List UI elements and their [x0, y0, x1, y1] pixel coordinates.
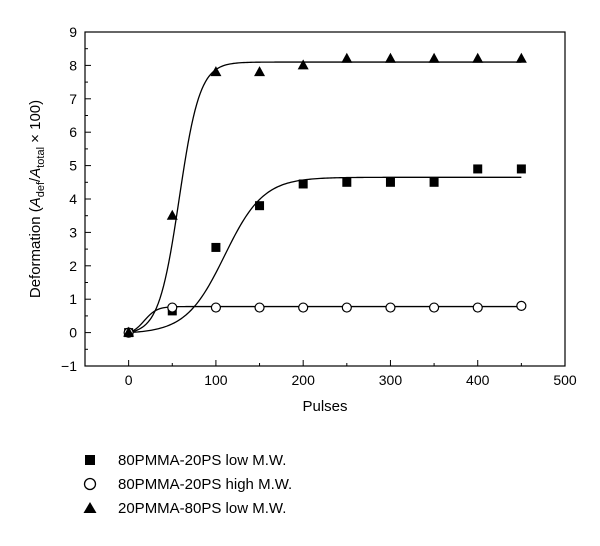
- triangle-marker-icon: [83, 502, 97, 513]
- data-point-series-3: [341, 52, 353, 63]
- y-tick-label: 2: [69, 258, 77, 274]
- y-tick-label: 8: [69, 57, 77, 73]
- y-tick-label: 4: [69, 191, 77, 207]
- y-axis-label: Deformation (Adef/Atotal × 100): [27, 100, 47, 298]
- data-point-series-3: [254, 66, 266, 77]
- data-point-series-2: [341, 302, 352, 313]
- data-point-series-2: [472, 302, 483, 313]
- x-tick-label: 200: [292, 372, 316, 388]
- circle-marker-icon: [83, 477, 97, 491]
- y-tick-label: 9: [69, 24, 77, 40]
- data-point-series-2: [210, 302, 222, 313]
- data-point-series-1: [385, 177, 395, 187]
- plot-frame: [84, 31, 566, 367]
- x-tick-label: 0: [125, 372, 133, 388]
- y-tick-label: 7: [69, 91, 77, 107]
- y-axis-label-denominator: A: [27, 168, 44, 179]
- y-tick-label: 3: [69, 224, 77, 240]
- data-point-series-1: [342, 177, 352, 187]
- fit-curves: [128, 61, 522, 334]
- legend-item-series-3: 20PMMA-80PS low M.W.: [70, 496, 292, 520]
- data-point-series-1: [429, 177, 439, 187]
- y-tick-label: 1: [69, 291, 77, 307]
- legend: 80PMMA-20PS low M.W. 80PMMA-20PS high M.…: [70, 448, 292, 520]
- data-point-series-2: [385, 302, 396, 313]
- legend-item-series-2: 80PMMA-20PS high M.W.: [70, 472, 292, 496]
- y-axis-label-numerator-sub: def: [35, 181, 47, 197]
- fit-curve-series-2: [128, 305, 522, 334]
- data-point-series-2: [298, 302, 309, 313]
- y-axis-label-numerator: A: [27, 197, 44, 208]
- legend-label-series-3: 20PMMA-80PS low M.W.: [118, 499, 287, 517]
- legend-label-series-1: 80PMMA-20PS low M.W.: [118, 451, 287, 469]
- data-point-series-2: [428, 302, 440, 313]
- data-point-series-2: [254, 302, 265, 313]
- data-point-series-3: [472, 52, 484, 63]
- y-tick-label: 5: [69, 158, 77, 174]
- data-point-series-2: [167, 302, 178, 313]
- data-points: [123, 52, 527, 338]
- data-point-series-3: [384, 52, 396, 63]
- legend-item-series-1: 80PMMA-20PS low M.W.: [70, 448, 292, 472]
- data-point-series-1: [298, 179, 308, 189]
- data-point-series-2: [516, 300, 527, 311]
- axis-ticks: 0 100 200 300 400 500 −1 0 1 2 3 4 5 6 7 8 9: [61, 24, 577, 388]
- x-tick-label: 500: [553, 372, 577, 388]
- y-axis-label-slash: /: [27, 177, 44, 182]
- legend-label-series-2: 80PMMA-20PS high M.W.: [118, 475, 293, 493]
- fit-curve-series-3: [128, 61, 522, 334]
- y-tick-label: 6: [69, 124, 77, 140]
- chart-plot: 0 100 200 300 400 500 −1 0 1 2 3 4 5 6 7 8 9 Pulses Defo…: [27, 24, 577, 415]
- y-axis-label-prefix: Deformation (: [27, 207, 44, 298]
- data-point-series-1: [516, 164, 526, 174]
- data-point-series-3: [210, 66, 222, 77]
- data-point-series-3: [297, 59, 309, 70]
- fit-curve-series-1: [128, 176, 522, 334]
- data-point-series-1: [473, 164, 483, 174]
- data-point-series-3: [428, 52, 440, 63]
- data-point-series-3: [166, 209, 178, 220]
- x-tick-label: 100: [204, 372, 228, 388]
- data-point-series-1: [211, 242, 221, 252]
- y-axis-label-suffix: × 100): [27, 100, 44, 147]
- data-point-series-1: [255, 201, 265, 211]
- y-axis-label-denominator-sub: total: [35, 147, 47, 168]
- data-point-series-3: [123, 326, 135, 337]
- y-tick-label: −1: [61, 358, 77, 374]
- x-tick-label: 300: [379, 372, 403, 388]
- x-axis-label: Pulses: [302, 398, 347, 415]
- square-marker-icon: [85, 455, 95, 465]
- y-tick-label: 0: [69, 325, 77, 341]
- data-point-series-3: [515, 52, 527, 63]
- x-tick-label: 400: [466, 372, 490, 388]
